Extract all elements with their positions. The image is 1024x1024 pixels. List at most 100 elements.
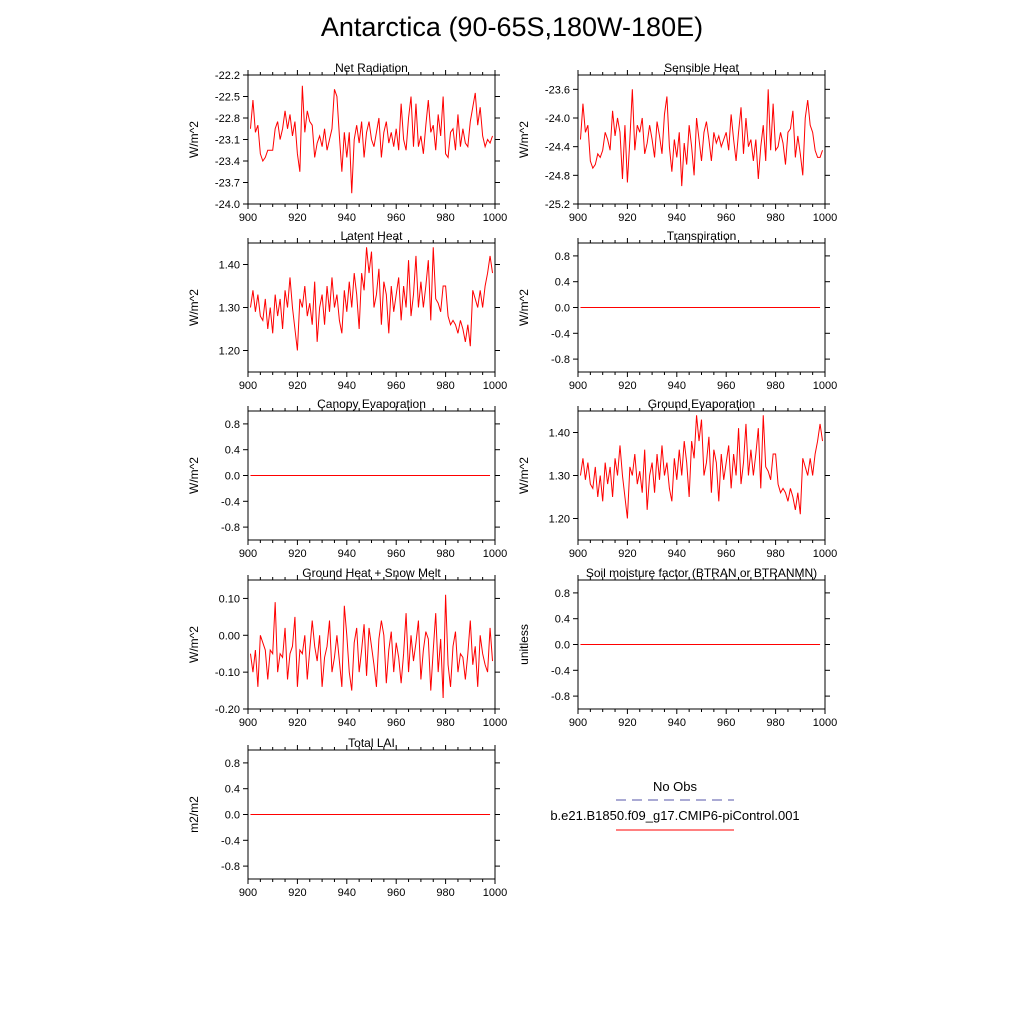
x-tick-label: 1000 <box>483 548 507 560</box>
x-tick-label: 1000 <box>483 380 507 392</box>
y-tick-label: 0.0 <box>555 303 570 315</box>
y-tick-label: -24.0 <box>545 113 570 125</box>
y-tick-label: -0.4 <box>551 328 570 340</box>
x-tick-label: 980 <box>436 380 454 392</box>
y-tick-label: -23.4 <box>215 156 240 168</box>
panel-3: Latent Heat W/m^2 900 920 940 960 980 1000 1.40 1… <box>187 229 507 392</box>
y-tick-label: 1.30 <box>219 303 240 315</box>
x-tick-label: 940 <box>338 887 356 899</box>
x-tick-label: 920 <box>618 380 636 392</box>
y-tick-label: -0.8 <box>551 691 570 703</box>
panel-title: Soil moisture factor (BTRAN or BTRANMN) <box>586 566 817 580</box>
x-tick-label: 1000 <box>813 548 837 560</box>
y-tick-label: -24.0 <box>215 199 240 211</box>
x-tick-label: 900 <box>239 548 257 560</box>
y-axis-label: W/m^2 <box>517 289 531 326</box>
legend-obs-label: No Obs <box>652 779 698 794</box>
y-tick-label: -24.4 <box>545 142 570 154</box>
data-series-line <box>579 415 824 519</box>
x-tick-label: 1000 <box>813 717 837 729</box>
panel-8: Soil moisture factor (BTRAN or BTRANMN) u… <box>517 566 837 729</box>
x-tick-label: 960 <box>387 212 405 224</box>
x-tick-label: 900 <box>569 380 587 392</box>
x-tick-label: 960 <box>387 548 405 560</box>
y-tick-label: 1.20 <box>219 346 240 358</box>
data-series-line <box>249 247 494 351</box>
y-tick-label: 1.40 <box>549 428 570 440</box>
data-series-line <box>249 594 494 698</box>
legend <box>616 799 734 831</box>
panel-title: Sensible Heat <box>664 61 739 75</box>
x-tick-label: 1000 <box>483 212 507 224</box>
x-tick-label: 960 <box>717 717 735 729</box>
y-tick-label: -0.4 <box>551 665 570 677</box>
x-tick-label: 960 <box>387 717 405 729</box>
panel-6: Ground Evaporation W/m^2 900 920 940 960 980 10… <box>517 397 837 560</box>
x-tick-label: 940 <box>338 380 356 392</box>
y-tick-label: 0.8 <box>225 758 240 770</box>
y-axis-label: W/m^2 <box>187 457 201 494</box>
x-tick-label: 900 <box>569 717 587 729</box>
x-tick-label: 900 <box>239 380 257 392</box>
y-tick-label: 0.4 <box>225 445 240 457</box>
x-tick-label: 940 <box>668 380 686 392</box>
y-tick-label: 0.0 <box>225 810 240 822</box>
y-tick-label: -0.4 <box>221 835 240 847</box>
x-tick-label: 980 <box>436 717 454 729</box>
x-tick-label: 900 <box>239 887 257 899</box>
y-tick-label: -0.8 <box>221 861 240 873</box>
y-tick-label: 0.4 <box>555 614 570 626</box>
panel-7: Ground Heat + Snow Melt W/m^2 900 920 940 960… <box>187 566 507 729</box>
x-tick-label: 1000 <box>813 380 837 392</box>
x-tick-label: 920 <box>288 212 306 224</box>
legend-case-label: b.e21.B1850.f09_g17.CMIP6-piControl.001 <box>550 808 800 823</box>
y-tick-label: 0.8 <box>555 588 570 600</box>
y-tick-label: 0.0 <box>225 471 240 483</box>
x-tick-label: 940 <box>338 717 356 729</box>
x-tick-label: 960 <box>717 548 735 560</box>
x-tick-label: 1000 <box>483 717 507 729</box>
panel-title: Transpiration <box>667 229 737 243</box>
y-tick-label: -22.5 <box>215 92 240 104</box>
y-tick-label: -23.7 <box>215 178 240 190</box>
x-tick-label: 900 <box>569 548 587 560</box>
panel-4: Transpiration W/m^2 900 920 940 960 980 1000 0.8… <box>517 229 837 392</box>
y-tick-label: 0.8 <box>225 419 240 431</box>
x-tick-label: 940 <box>338 212 356 224</box>
x-tick-label: 960 <box>387 887 405 899</box>
x-tick-label: 940 <box>338 548 356 560</box>
y-axis-label: m2/m2 <box>187 796 201 833</box>
x-tick-label: 980 <box>436 887 454 899</box>
x-tick-label: 980 <box>766 212 784 224</box>
data-series-line <box>579 89 824 187</box>
y-axis-label: W/m^2 <box>517 121 531 158</box>
y-tick-label: 0.10 <box>219 593 240 605</box>
x-tick-label: 980 <box>766 717 784 729</box>
y-tick-label: -22.8 <box>215 113 240 125</box>
y-tick-label: 0.00 <box>219 630 240 642</box>
y-tick-label: -23.6 <box>545 84 570 96</box>
y-tick-label: -25.2 <box>545 199 570 211</box>
panel-title: Net Radiation <box>335 61 408 75</box>
y-tick-label: -0.8 <box>551 354 570 366</box>
x-tick-label: 960 <box>717 212 735 224</box>
figure-title: Antarctica (90-65S,180W-180E) <box>320 12 704 42</box>
y-tick-label: -0.4 <box>221 496 240 508</box>
y-axis-label: unitless <box>517 624 531 665</box>
y-tick-label: -23.1 <box>215 135 240 147</box>
panel-title: Ground Heat + Snow Melt <box>302 566 441 580</box>
panel-title: Canopy Evaporation <box>317 397 426 411</box>
x-tick-label: 980 <box>436 212 454 224</box>
y-tick-label: -0.8 <box>221 522 240 534</box>
x-tick-label: 960 <box>717 380 735 392</box>
x-tick-label: 920 <box>288 717 306 729</box>
panel-title: Ground Evaporation <box>648 397 755 411</box>
y-tick-label: 0.4 <box>225 784 240 796</box>
x-tick-label: 1000 <box>813 212 837 224</box>
y-tick-label: 0.4 <box>555 277 570 289</box>
y-tick-label: -22.2 <box>215 70 240 82</box>
x-tick-label: 920 <box>618 717 636 729</box>
panel-5: Canopy Evaporation W/m^2 900 920 940 960 980 10… <box>187 397 507 560</box>
x-tick-label: 900 <box>239 717 257 729</box>
